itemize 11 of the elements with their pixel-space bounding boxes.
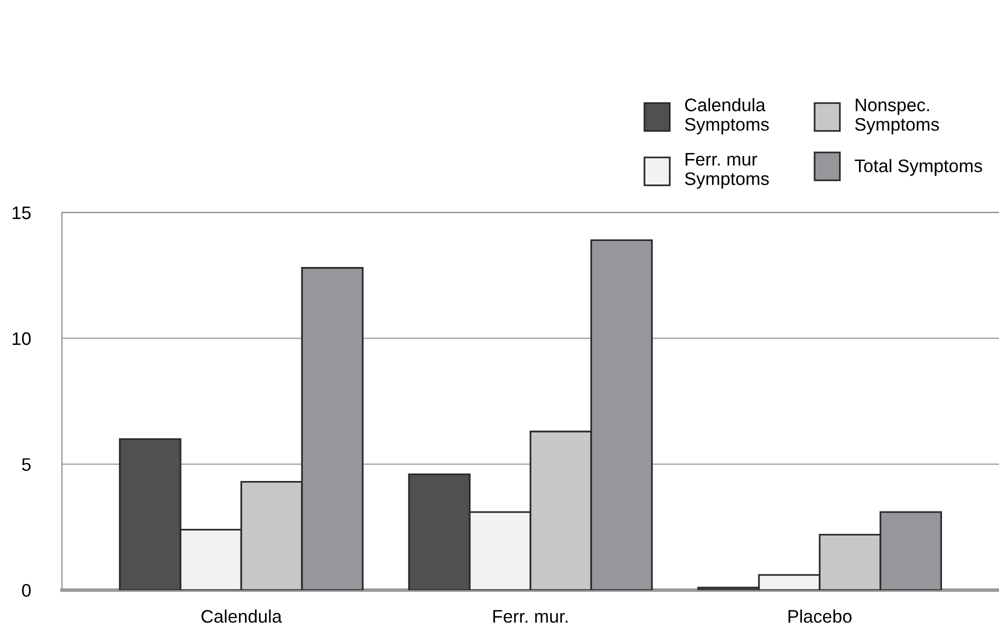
x-tick-label: Calendula bbox=[202, 610, 282, 623]
y-tick-label: 10 bbox=[12, 332, 31, 346]
legend-label: Total Symptoms bbox=[854, 158, 982, 176]
y-tick-label: 0 bbox=[22, 584, 31, 597]
y-tick-label: 15 bbox=[12, 206, 31, 220]
legend-label: Calendula Symptoms bbox=[685, 98, 769, 134]
x-tick-label: Placebo bbox=[788, 610, 852, 623]
legend-label: Nonspec. Symptoms bbox=[855, 98, 939, 134]
legend-label: Ferr. mur Symptoms bbox=[685, 153, 769, 189]
x-tick-label: Ferr. mur. bbox=[493, 610, 568, 623]
y-tick-label: 5 bbox=[22, 458, 31, 471]
